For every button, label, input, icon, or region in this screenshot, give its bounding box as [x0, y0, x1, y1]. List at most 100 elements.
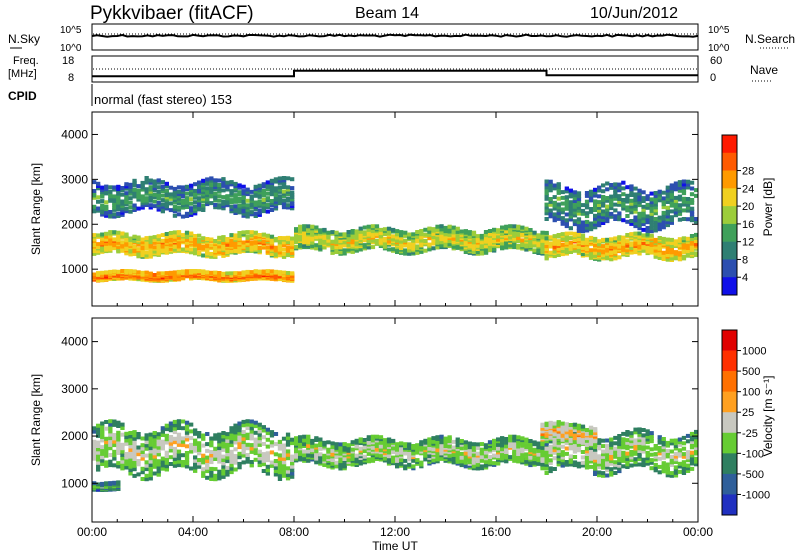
- heatmap-cell: [593, 236, 598, 241]
- heatmap-cell: [613, 452, 618, 457]
- heatmap-cell: [568, 236, 573, 241]
- heatmap-cell: [576, 232, 582, 237]
- heatmap-cell: [645, 205, 650, 210]
- heatmap-cell: [144, 246, 149, 251]
- heatmap-cell: [637, 451, 642, 456]
- heatmap-cell: [197, 269, 202, 274]
- heatmap-cell: [269, 199, 275, 203]
- heatmap-cell: [257, 190, 262, 195]
- heatmap-cell: [277, 185, 283, 190]
- heatmap-cell: [290, 441, 295, 446]
- heatmap-cell: [229, 456, 234, 461]
- heatmap-cell: [621, 206, 626, 211]
- heatmap-cell: [96, 460, 101, 465]
- heatmap-cell: [633, 186, 638, 191]
- heatmap-cell: [508, 227, 513, 232]
- heatmap-cell: [193, 193, 198, 198]
- heatmap-cell: [540, 457, 545, 461]
- heatmap-cell: [645, 450, 650, 455]
- heatmap-cell: [100, 245, 105, 250]
- heatmap-cell: [669, 183, 674, 188]
- heatmap-cell: [277, 187, 283, 192]
- heatmap-cell: [205, 448, 210, 453]
- freq-label-line1: Freq.: [13, 55, 39, 67]
- heatmap-cell: [597, 194, 602, 199]
- heatmap-cell: [334, 248, 339, 253]
- heatmap-cell: [540, 440, 545, 445]
- heatmap-cell: [455, 437, 460, 442]
- heatmap-cell: [237, 428, 242, 433]
- heatmap-cell: [132, 457, 137, 461]
- heatmap-cell: [609, 467, 614, 472]
- heatmap-cell: [318, 441, 323, 446]
- colorbar-tick-label: 20: [742, 201, 754, 213]
- heatmap-cell: [241, 450, 246, 455]
- heatmap-cell: [516, 231, 521, 236]
- heatmap-cell: [148, 439, 153, 444]
- heatmap-cell: [229, 466, 234, 471]
- heatmap-cell: [338, 250, 343, 255]
- heatmap-cell: [661, 442, 666, 447]
- heatmap-cell: [209, 183, 214, 188]
- heatmap-cell: [645, 228, 650, 233]
- heatmap-cell: [152, 199, 157, 204]
- heatmap-cell: [112, 187, 117, 192]
- heatmap-cell: [213, 182, 218, 187]
- heatmap-cell: [229, 432, 234, 437]
- heatmap-cell: [229, 189, 234, 194]
- heatmap-cell: [439, 440, 444, 445]
- heatmap-cell: [116, 205, 121, 210]
- heatmap-cell: [633, 451, 638, 456]
- heatmap-cell: [120, 442, 125, 447]
- heatmap-cell: [677, 243, 683, 248]
- heatmap-cell: [496, 228, 501, 233]
- heatmap-cell: [176, 432, 182, 437]
- heatmap-cell: [164, 190, 169, 195]
- heatmap-cell: [261, 197, 266, 202]
- heatmap-cell: [281, 470, 287, 475]
- heatmap-cell: [314, 436, 319, 441]
- heatmap-cell: [617, 242, 622, 247]
- heatmap-cell: [451, 230, 456, 235]
- heatmap-cell: [277, 180, 283, 185]
- heatmap-cell: [152, 273, 157, 277]
- heatmap-cell: [669, 237, 674, 242]
- heatmap-cell: [168, 441, 174, 446]
- heatmap-cell: [673, 443, 679, 448]
- heatmap-cell: [560, 463, 565, 468]
- heatmap-cell: [205, 244, 210, 249]
- heatmap-cell: [144, 191, 149, 196]
- heatmap-cell: [245, 269, 250, 274]
- heatmap-cell: [625, 451, 630, 456]
- heatmap-cell: [217, 244, 222, 249]
- heatmap-cell: [229, 198, 234, 203]
- heatmap-cell: [156, 242, 161, 247]
- heatmap-cell: [128, 209, 133, 214]
- heatmap-cell: [277, 196, 283, 201]
- heatmap-cell: [605, 454, 610, 459]
- heatmap-cell: [572, 199, 578, 203]
- heatmap-cell: [148, 436, 153, 440]
- heatmap-cell: [576, 217, 582, 222]
- heatmap-cell: [431, 227, 436, 232]
- heatmap-cell: [681, 465, 687, 470]
- heatmap-cell: [96, 450, 101, 455]
- heatmap-cell: [544, 442, 549, 447]
- heatmap-cell: [112, 241, 117, 246]
- heatmap-cell: [673, 201, 679, 206]
- heatmap-cell: [399, 233, 404, 238]
- heatmap-cell: [681, 179, 687, 184]
- heatmap-cell: [277, 466, 283, 471]
- heatmap-cell: [576, 248, 582, 252]
- heatmap-cell: [633, 441, 638, 446]
- heatmap-cell: [128, 434, 133, 439]
- heatmap-cell: [217, 473, 222, 478]
- x-tick-label: 08:00: [279, 525, 309, 539]
- heatmap-cell: [649, 233, 654, 238]
- heatmap-cell: [217, 187, 222, 192]
- heatmap-cell: [609, 453, 614, 458]
- heatmap-cell: [100, 205, 105, 210]
- velocity-ylabel: Slant Range [km]: [29, 374, 43, 466]
- heatmap-cell: [415, 239, 420, 244]
- heatmap-cell: [205, 193, 210, 198]
